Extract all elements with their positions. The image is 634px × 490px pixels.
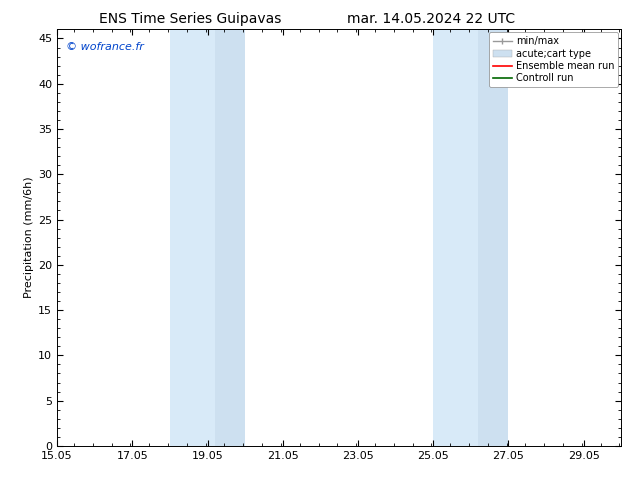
Legend: min/max, acute;cart type, Ensemble mean run, Controll run: min/max, acute;cart type, Ensemble mean …	[489, 32, 618, 87]
Text: mar. 14.05.2024 22 UTC: mar. 14.05.2024 22 UTC	[347, 12, 515, 26]
Text: © wofrance.fr: © wofrance.fr	[65, 42, 143, 52]
Y-axis label: Precipitation (mm/6h): Precipitation (mm/6h)	[24, 177, 34, 298]
Bar	[479, 29, 508, 446]
Text: ENS Time Series Guipavas: ENS Time Series Guipavas	[99, 12, 281, 26]
Bar	[170, 29, 215, 446]
Bar	[215, 29, 245, 446]
Bar	[433, 29, 479, 446]
